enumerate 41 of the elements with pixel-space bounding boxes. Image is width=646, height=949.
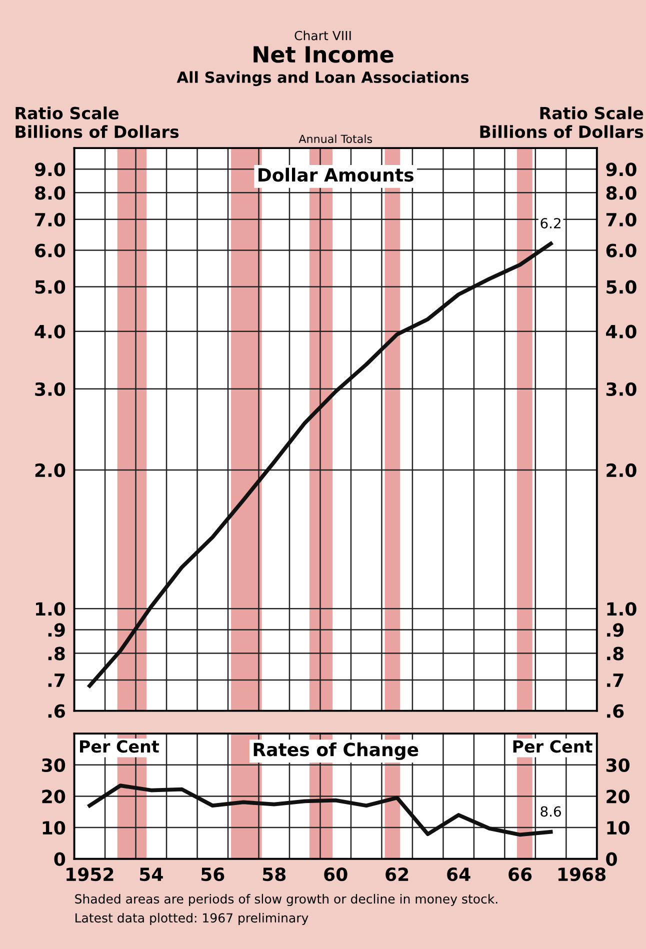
y-tick-label: 10: [42, 820, 66, 835]
x-tick-label: 66: [508, 868, 532, 882]
x-tick-label: 58: [262, 867, 286, 882]
chart-title: Net Income: [254, 46, 394, 63]
y-tick-label: 2.0: [606, 463, 636, 478]
y-tick-label: .8: [607, 646, 624, 660]
x-tick-label: 1968: [558, 867, 606, 882]
y-tick-label: 4.0: [606, 324, 636, 338]
x-tick-label: 60: [324, 867, 348, 882]
x-tick-label: 64: [447, 868, 470, 882]
y-tick-label: 30: [42, 758, 66, 772]
annotation: Rates of Change: [254, 742, 418, 760]
y-tick-label: 3.0: [606, 382, 636, 396]
y-tick-label: 5.0: [606, 280, 636, 294]
data-label: 8.6: [540, 806, 561, 817]
y2-axis-title: Per Cent: [513, 740, 592, 753]
x-tick-label: 54: [140, 868, 163, 882]
y-tick-label: 20: [42, 790, 66, 804]
y-axis-title: Ratio Scale Billions of Dollars: [16, 106, 179, 138]
x-tick-label: 56: [201, 868, 224, 882]
text: Chart VIII: [294, 30, 351, 40]
text: Annual Totals: [298, 134, 372, 144]
y2-axis-title: Ratio Scale Billions of Dollars: [480, 106, 644, 138]
y-tick-label: .9: [607, 623, 624, 637]
annotation: Dollar Amounts: [258, 168, 414, 182]
data-label: 6.2: [540, 218, 560, 228]
y-tick-label: 7.0: [606, 212, 636, 227]
text: Shaded areas are periods of slow growth or decline in money stock.: [75, 894, 498, 906]
x-tick-label: 1952: [66, 867, 114, 882]
text: Latest data plotted: 1967 preliminary: [76, 912, 308, 926]
y-tick-label: .6: [607, 704, 624, 718]
y-tick-label: 6.0: [606, 244, 636, 258]
line-series: [88, 242, 553, 688]
y-axis-title: Per Cent: [80, 740, 159, 753]
y-tick-label: 9.0: [606, 162, 636, 176]
x-tick-label: 62: [386, 867, 408, 882]
y-tick-label: 1.0: [607, 602, 636, 616]
chart-subtitle: All Savings and Loan Associations: [176, 71, 469, 86]
y-tick-label: 8.0: [606, 186, 636, 200]
y-tick-label: 0: [54, 852, 66, 866]
y-tick-label: .7: [607, 674, 624, 687]
